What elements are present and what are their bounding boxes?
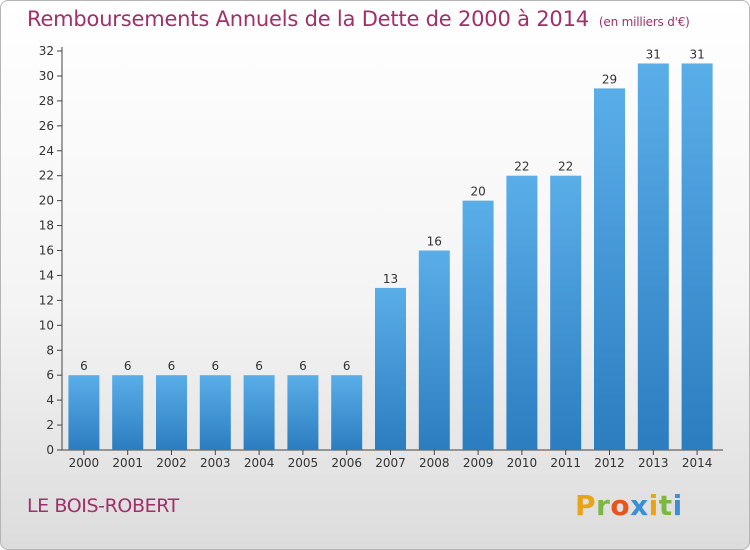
y-tick-label: 12 — [39, 293, 54, 307]
bar-value-label: 6 — [124, 359, 132, 373]
logo-letter: t — [658, 489, 673, 522]
bar-value-label: 16 — [427, 235, 442, 249]
bar-value-label: 6 — [80, 359, 88, 373]
bar — [594, 88, 625, 450]
x-tick-label: 2004 — [244, 456, 275, 470]
bar — [112, 375, 144, 450]
x-tick-label: 2005 — [288, 456, 319, 470]
y-tick-label: 4 — [46, 393, 54, 407]
chart-title: Remboursements Annuels de la Dette de 20… — [27, 7, 690, 31]
bar — [243, 375, 275, 450]
bar-value-label: 6 — [299, 359, 307, 373]
bar-value-label: 6 — [211, 359, 219, 373]
x-tick-label: 2010 — [507, 456, 538, 470]
chart-title-text: Remboursements Annuels de la Dette de 20… — [27, 7, 589, 31]
logo-letter: r — [596, 489, 611, 522]
bar-value-label: 20 — [470, 185, 485, 199]
x-tick-label: 2001 — [112, 456, 143, 470]
logo-letter: x — [630, 489, 649, 522]
bar — [462, 200, 494, 450]
location-name: LE BOIS-ROBERT — [27, 495, 179, 517]
proxiti-logo: Proxiti — [575, 489, 683, 522]
bar — [375, 287, 406, 450]
x-tick-label: 2013 — [638, 456, 669, 470]
y-tick-label: 18 — [39, 219, 54, 233]
logo-letter: P — [575, 489, 597, 522]
logo-letter: o — [610, 489, 631, 522]
bar-value-label: 31 — [646, 47, 661, 61]
bar-value-label: 29 — [602, 72, 617, 86]
y-tick-label: 20 — [39, 194, 54, 208]
x-tick-label: 2012 — [594, 456, 625, 470]
bar — [68, 375, 100, 450]
bar — [418, 250, 450, 450]
chart-unit: (en milliers d'€) — [598, 15, 690, 29]
x-tick-label: 2002 — [156, 456, 187, 470]
y-tick-label: 28 — [39, 94, 54, 108]
y-tick-label: 26 — [39, 119, 54, 133]
y-tick-label: 2 — [46, 418, 54, 432]
x-tick-label: 2009 — [463, 456, 494, 470]
bar — [331, 375, 363, 450]
x-tick-label: 2011 — [550, 456, 581, 470]
y-tick-label: 8 — [46, 343, 54, 357]
bar-value-label: 6 — [255, 359, 263, 373]
bar — [637, 63, 669, 450]
logo-letter: i — [672, 489, 683, 522]
y-tick-label: 16 — [39, 244, 54, 258]
bar-value-label: 22 — [558, 160, 573, 174]
bar — [506, 175, 538, 450]
y-tick-label: 10 — [39, 318, 54, 332]
bar-value-label: 6 — [168, 359, 176, 373]
y-tick-label: 22 — [39, 169, 54, 183]
y-tick-label: 30 — [39, 69, 54, 83]
bar-value-label: 13 — [383, 272, 398, 286]
bar-value-label: 22 — [514, 160, 529, 174]
y-tick-label: 24 — [39, 144, 54, 158]
x-tick-label: 2007 — [375, 456, 406, 470]
bar — [681, 63, 713, 450]
y-tick-label: 32 — [39, 44, 54, 58]
y-tick-label: 0 — [46, 443, 54, 457]
y-tick-label: 6 — [46, 368, 54, 382]
bar — [156, 375, 187, 450]
x-tick-label: 2014 — [682, 456, 713, 470]
x-tick-label: 2000 — [69, 456, 100, 470]
bar-value-label: 6 — [343, 359, 351, 373]
x-tick-label: 2006 — [331, 456, 362, 470]
x-tick-label: 2003 — [200, 456, 231, 470]
bar — [199, 375, 231, 450]
bar — [287, 375, 319, 450]
bar — [550, 175, 582, 450]
bar-value-label: 31 — [689, 47, 704, 61]
logo-letter: i — [648, 489, 659, 522]
y-tick-label: 14 — [39, 268, 54, 282]
x-tick-label: 2008 — [419, 456, 450, 470]
